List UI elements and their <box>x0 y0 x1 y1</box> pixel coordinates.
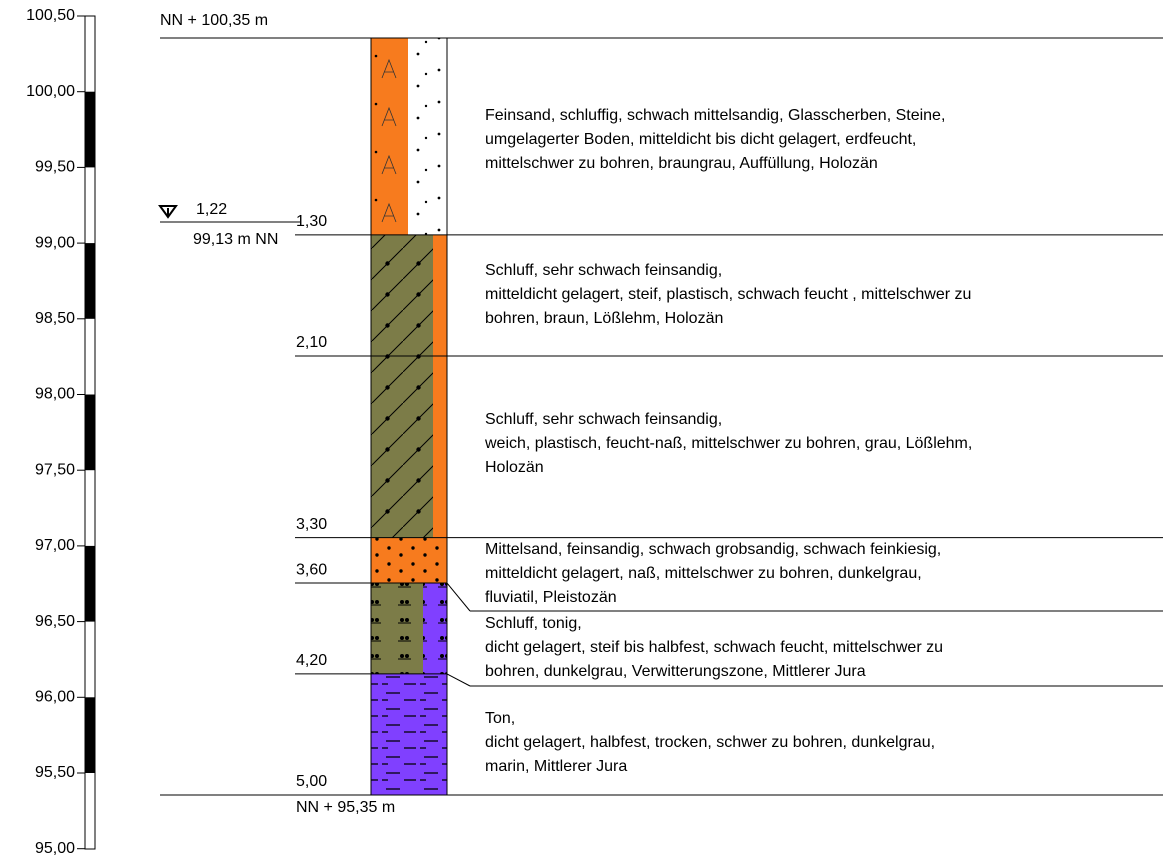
layer-description: Mittelsand, feinsandig, schwach grobsand… <box>485 541 941 558</box>
layer-description: mittelschwer zu bohren, braungrau, Auffü… <box>485 155 878 172</box>
depth-label: 3,30 <box>296 516 327 533</box>
scale-label: 99,00 <box>35 234 75 251</box>
scale-label: 98,00 <box>35 386 75 403</box>
layer-description: Ton, <box>485 710 515 727</box>
leader <box>446 582 471 612</box>
layer-fill <box>371 673 447 795</box>
layer-description: Feinsand, schluffig, schwach mittelsandi… <box>485 107 945 124</box>
scale-label: 96,50 <box>35 613 75 630</box>
layer-description: fluviatil, Pleistozän <box>485 589 617 606</box>
ruler-block <box>85 394 95 471</box>
depth-label: 4,20 <box>296 652 327 669</box>
scale-label: 98,50 <box>35 310 75 327</box>
water-depth: 1,22 <box>196 201 227 218</box>
layer-fill <box>433 355 447 538</box>
layer-fill <box>371 38 408 235</box>
scale-label: 95,50 <box>35 764 75 781</box>
layer-description: mitteldicht gelagert, naß, mittelschwer … <box>485 565 922 582</box>
layer-fill <box>408 38 447 235</box>
layer-description: Schluff, tonig, <box>485 615 582 632</box>
layer-fill <box>371 583 423 674</box>
layer-description: bohren, dunkelgrau, Verwitterungszone, M… <box>485 663 866 680</box>
column-border <box>370 37 448 796</box>
layer-description: mitteldicht gelagert, steif, plastisch, … <box>485 286 971 303</box>
scale-label: 100,50 <box>26 7 75 24</box>
ruler-block <box>85 697 95 773</box>
layer-description: dicht gelagert, halbfest, trocken, schwe… <box>485 734 935 751</box>
layer-fill <box>371 537 447 584</box>
scale-label: 97,00 <box>35 537 75 554</box>
layer-description: weich, plastisch, feucht-naß, mittelschw… <box>484 435 972 452</box>
layer-description: Schluff, sehr schwach feinsandig, <box>485 411 722 428</box>
layer-description: bohren, braun, Lößlehm, Holozän <box>485 310 723 327</box>
layer-fill <box>433 234 447 356</box>
bottom-label: NN + 95,35 m <box>296 799 395 816</box>
top-label: NN + 100,35 m <box>160 12 268 29</box>
layer-description: Schluff, sehr schwach feinsandig, <box>485 262 722 279</box>
water-elevation: 99,13 m NN <box>193 231 278 248</box>
layer-fill <box>371 234 433 356</box>
layer-description: dicht gelagert, steif bis halbfest, schw… <box>485 639 943 656</box>
scale-label: 100,00 <box>26 83 75 100</box>
layer-description: umgelagerter Boden, mitteldicht bis dich… <box>485 131 916 148</box>
depth-label: 1,30 <box>296 213 327 230</box>
ruler-block <box>85 243 95 319</box>
layer-fill <box>371 355 433 538</box>
layer-fill <box>423 583 447 674</box>
depth-label: 5,00 <box>296 773 327 790</box>
depth-label: 3,60 <box>296 561 327 578</box>
ruler-block <box>85 545 95 622</box>
ruler-block <box>85 91 95 168</box>
layer-description: Holozän <box>485 459 544 476</box>
leader <box>446 673 471 687</box>
water-symbol <box>158 205 178 219</box>
scale-label: 99,50 <box>35 159 75 176</box>
scale-label: 96,00 <box>35 689 75 706</box>
scale-label: 95,00 <box>35 840 75 857</box>
layer-description: marin, Mittlerer Jura <box>485 758 627 775</box>
scale-label: 97,50 <box>35 461 75 478</box>
depth-label: 2,10 <box>296 334 327 351</box>
